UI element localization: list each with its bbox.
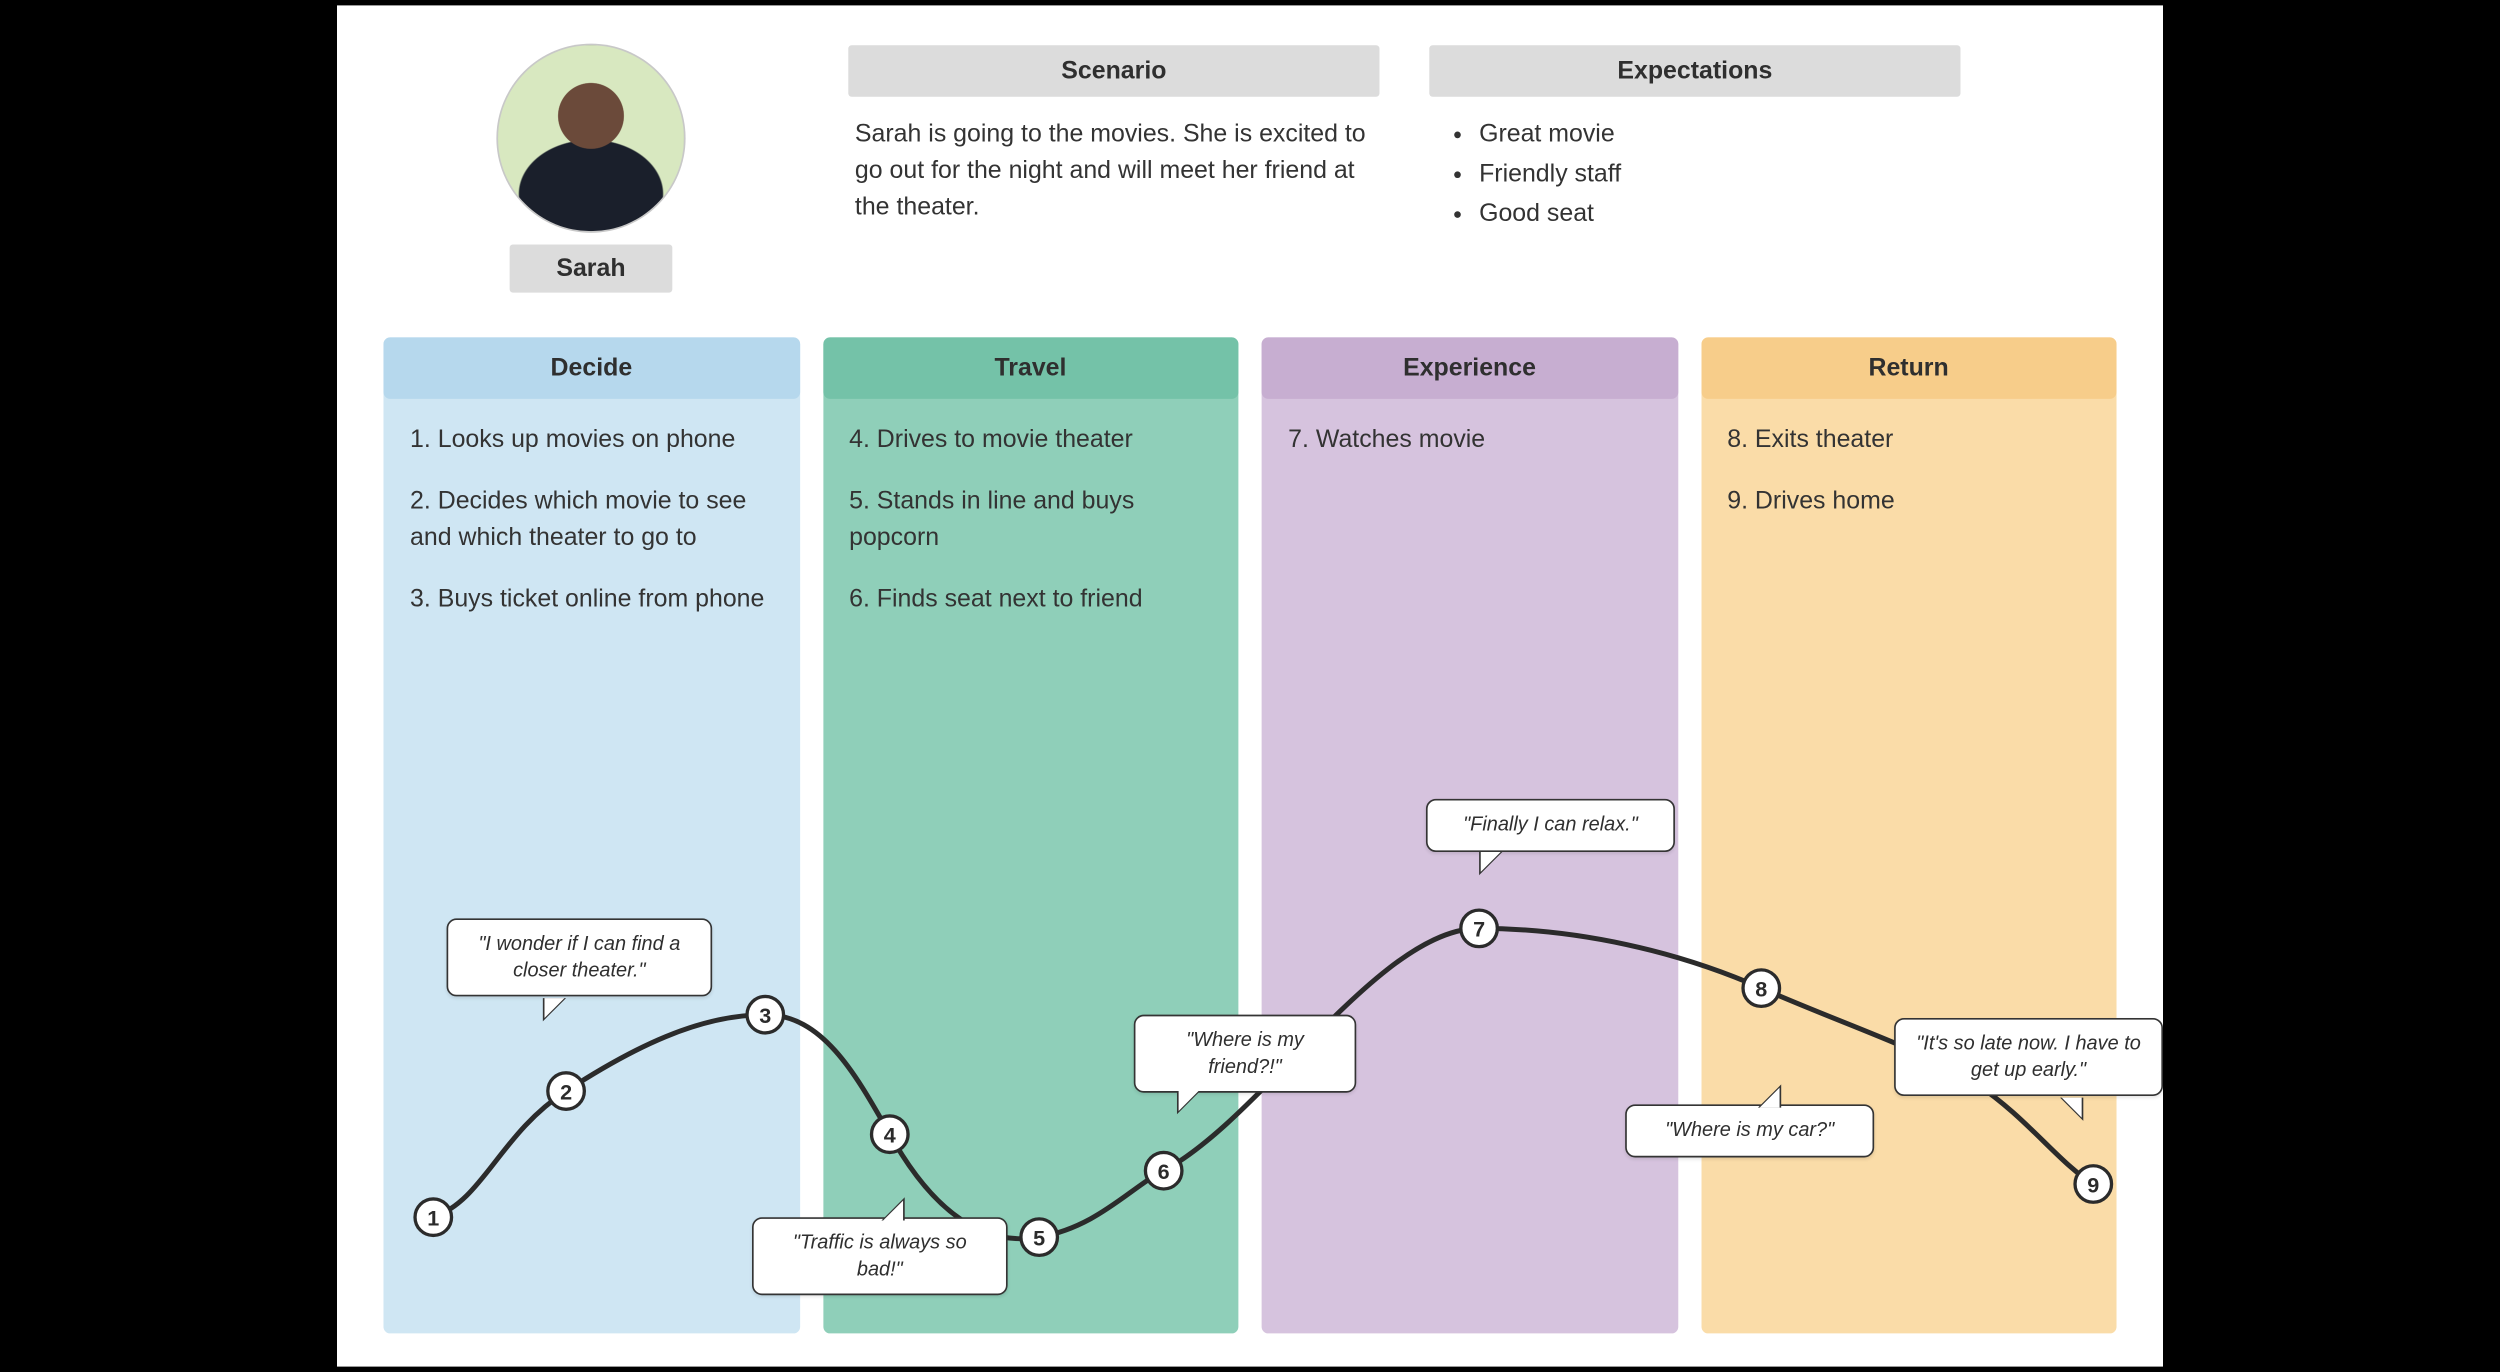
expectations-item: Friendly staff xyxy=(1479,156,1954,192)
phase-step: 7. Watches movie xyxy=(1288,422,1651,459)
phase-step: 5. Stands in line and buys popcorn xyxy=(849,483,1212,558)
phase-header-decide: Decide xyxy=(383,337,799,398)
phase-header-travel: Travel xyxy=(823,337,1239,398)
scenario-block: Scenario Sarah is going to the movies. S… xyxy=(848,45,1379,225)
phase-step: 6. Finds seat next to friend xyxy=(849,581,1212,618)
expectations-item: Great movie xyxy=(1479,117,1954,153)
phase-step: 4. Drives to movie theater xyxy=(849,422,1212,459)
phase-step: 3. Buys ticket online from phone xyxy=(410,581,773,618)
phase-header-return: Return xyxy=(1701,337,2117,398)
phase-step: 2. Decides which movie to see and which … xyxy=(410,483,773,558)
scenario-title: Scenario xyxy=(848,45,1379,96)
phase-experience: Experience 7. Watches movie xyxy=(1262,337,1678,1333)
phase-body-experience: 7. Watches movie xyxy=(1262,399,1678,506)
phase-travel: Travel 4. Drives to movie theater 5. Stand… xyxy=(823,337,1239,1333)
expectations-title: Expectations xyxy=(1429,45,1960,96)
expectations-block: Expectations Great movieFriendly staffGo… xyxy=(1429,45,1960,235)
phase-decide: Decide 1. Looks up movies on phone 2. Deci… xyxy=(383,337,799,1333)
phase-step: 1. Looks up movies on phone xyxy=(410,422,773,459)
journey-map-frame: Sarah Scenario Sarah is going to the mov… xyxy=(337,5,2163,1366)
persona-name: Sarah xyxy=(510,244,672,292)
persona-block: Sarah xyxy=(383,45,798,292)
phases-row: Decide 1. Looks up movies on phone 2. Deci… xyxy=(383,337,2116,1333)
phase-step: 9. Drives home xyxy=(1727,483,2090,520)
scenario-text: Sarah is going to the movies. She is exc… xyxy=(848,117,1379,225)
phase-body-travel: 4. Drives to movie theater 5. Stands in l… xyxy=(823,399,1239,665)
persona-avatar xyxy=(498,45,684,231)
phase-return: Return 8. Exits theater 9. Drives home xyxy=(1701,337,2117,1333)
phase-header-experience: Experience xyxy=(1262,337,1678,398)
expectations-list: Great movieFriendly staffGood seat xyxy=(1436,117,1954,232)
expectations-item: Good seat xyxy=(1479,195,1954,231)
header-row: Sarah Scenario Sarah is going to the mov… xyxy=(383,45,2116,327)
phase-step: 8. Exits theater xyxy=(1727,422,2090,459)
phase-body-decide: 1. Looks up movies on phone 2. Decides wh… xyxy=(383,399,799,665)
phase-body-return: 8. Exits theater 9. Drives home xyxy=(1701,399,2117,567)
